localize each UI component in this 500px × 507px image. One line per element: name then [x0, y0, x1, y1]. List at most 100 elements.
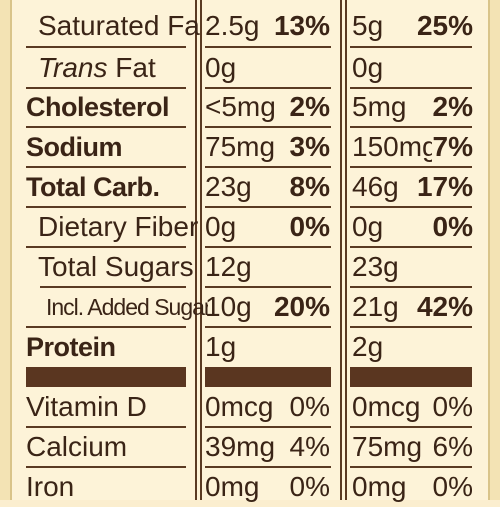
row-rule [26, 126, 186, 128]
amount-col1: <5mg [205, 91, 276, 122]
amount-col2: 0mg [352, 471, 407, 502]
amount-col1: 0g [205, 211, 237, 242]
row-rule [205, 87, 331, 89]
thick-separator-bar [350, 367, 472, 387]
row-rule [350, 206, 472, 208]
amount-col2: 2g [352, 331, 384, 362]
trans-label: Trans [38, 52, 108, 83]
nutrient-row-cholesterol: Cholesterol <5mg 2% 5mg 2% [0, 87, 500, 127]
nutrient-label: Dietary Fiber [38, 211, 199, 242]
amount-col2: 46g [352, 171, 399, 202]
row-rule [205, 426, 331, 428]
nutrient-row-calcium: Calcium 39mg 4% 75mg 6% [0, 427, 500, 467]
row-rule [40, 286, 186, 288]
nutrient-row-protein: Protein 1g 2g [0, 327, 500, 367]
row-rule [350, 466, 472, 468]
amount-col1: 0mcg [205, 391, 274, 422]
nutrient-row-total-sugars: Total Sugars 12g 23g [0, 247, 500, 287]
row-rule [205, 206, 331, 208]
amount-col1: 1g [205, 331, 237, 362]
nutrient-row-saturated-fat: Saturated Fat 2.5g 13% 5g 25% [0, 6, 500, 46]
row-rule [350, 166, 472, 168]
thick-separator-bar [205, 367, 331, 387]
daily-value-col1: 0% [289, 471, 330, 502]
daily-value-col2: 0% [432, 391, 473, 422]
row-rule [205, 246, 331, 248]
row-rule [350, 87, 472, 89]
daily-value-col2: 25% [416, 10, 473, 41]
row-rule [26, 246, 186, 248]
daily-value-col1: 2% [289, 91, 330, 122]
daily-value-col2: 0% [432, 211, 473, 242]
row-rule [26, 426, 186, 428]
row-rule [350, 246, 472, 248]
daily-value-col2: 2% [432, 91, 473, 122]
daily-value-col1: 3% [289, 131, 330, 162]
nutrient-label: Cholesterol [26, 92, 170, 122]
nutrient-label: Vitamin D [26, 391, 147, 422]
nutrient-row-cutoff [0, 0, 500, 5]
row-rule [26, 46, 186, 48]
row-rule [350, 426, 472, 428]
amount-col2: 21g [352, 291, 399, 322]
nutrient-row-vitamin-d: Vitamin D 0mcg 0% 0mcg 0% [0, 387, 500, 427]
amount-col2: 5mg [352, 91, 407, 122]
amount-col1 [205, 0, 285, 5]
row-rule [26, 166, 186, 168]
row-rule [350, 126, 472, 128]
row-rule [26, 466, 186, 468]
amount-col1: 0g [205, 52, 237, 83]
row-rule [350, 286, 472, 288]
amount-col2: 0g [352, 52, 384, 83]
nutrient-row-trans-fat: Trans Fat 0g 0g [0, 48, 500, 88]
amount-col1: 39mg [205, 431, 276, 462]
daily-value-col1: 8% [289, 171, 330, 202]
row-rule [26, 326, 186, 328]
row-rule [205, 46, 331, 48]
daily-value-col1: 20% [273, 291, 330, 322]
daily-value-col1: 13% [273, 10, 330, 41]
row-rule [205, 286, 331, 288]
daily-value-col2: 0% [432, 471, 473, 502]
amount-col2: 75mg [352, 431, 423, 462]
nutrient-label: Total Carb. [26, 172, 160, 202]
nutrient-label: Calcium [26, 431, 128, 462]
column-divider-2b [345, 0, 347, 500]
thick-separator-bar [26, 367, 186, 387]
panel-right-edge [488, 0, 500, 500]
amount-col1: 23g [205, 171, 252, 202]
amount-col1: 2.5g [205, 10, 260, 41]
column-divider-1b [200, 0, 202, 500]
daily-value-col2: 42% [416, 291, 473, 322]
nutrient-label: Protein [26, 332, 116, 362]
row-rule [205, 166, 331, 168]
row-rule [26, 87, 186, 89]
nutrient-row-total-carb: Total Carb. 23g 8% 46g 17% [0, 167, 500, 207]
row-rule [205, 466, 331, 468]
amount-col2: 5g [352, 10, 384, 41]
amount-col1: 12g [205, 251, 252, 282]
nutrient-row-iron: Iron 0mg 0% 0mg 0% [0, 467, 500, 507]
row-rule [205, 326, 331, 328]
nutrient-row-sodium: Sodium 75mg 3% 150mg 7% [0, 127, 500, 167]
nutrient-label: Sodium [26, 132, 123, 162]
column-divider-2 [340, 0, 342, 500]
nutrient-label: Iron [26, 471, 75, 502]
amount-col1: 75mg [205, 131, 276, 162]
amount-col1: 0mg [205, 471, 260, 502]
nutrient-label: Total Sugars [38, 251, 194, 282]
amount-col2: 0g [352, 211, 384, 242]
amount-col2: 0mcg [352, 391, 421, 422]
daily-value-col2: 7% [432, 131, 473, 162]
daily-value-col2: 17% [416, 171, 473, 202]
nutrient-row-added-sugars: Incl. Added Sugars 10g 20% 21g 42% [0, 287, 500, 327]
column-divider-1 [195, 0, 197, 500]
row-rule [350, 326, 472, 328]
panel-left-edge [0, 0, 12, 500]
row-rule [350, 46, 472, 48]
fat-label: Fat [107, 52, 156, 83]
nutrient-label: Saturated Fat [38, 10, 200, 41]
nutrient-label: Trans Fat [38, 48, 200, 88]
row-rule [26, 206, 186, 208]
